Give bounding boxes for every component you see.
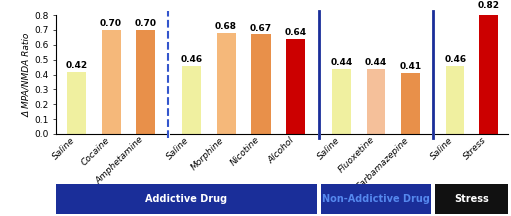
Bar <box>286 39 306 134</box>
Bar <box>332 69 351 134</box>
Bar <box>182 66 201 134</box>
Bar <box>251 34 270 134</box>
Bar <box>136 30 155 134</box>
Bar <box>446 66 464 134</box>
Text: 0.44: 0.44 <box>365 58 387 67</box>
Text: 0.70: 0.70 <box>100 19 122 28</box>
Text: Stress: Stress <box>454 194 489 204</box>
Bar <box>479 12 498 134</box>
Text: 0.46: 0.46 <box>180 55 202 64</box>
Text: 0.70: 0.70 <box>134 19 156 28</box>
Text: 0.44: 0.44 <box>331 58 353 67</box>
Text: 0.67: 0.67 <box>250 24 272 33</box>
Text: 0.41: 0.41 <box>399 62 422 71</box>
Bar <box>366 69 385 134</box>
Text: 0.68: 0.68 <box>215 22 237 31</box>
Bar <box>401 73 420 134</box>
Text: Addictive Drug: Addictive Drug <box>146 194 227 204</box>
Bar <box>217 33 236 134</box>
Bar <box>67 71 86 134</box>
Text: 0.46: 0.46 <box>444 55 467 64</box>
Bar <box>102 30 121 134</box>
Text: 0.82: 0.82 <box>477 1 499 10</box>
Y-axis label: Δ MPA/NMDA Ratio: Δ MPA/NMDA Ratio <box>22 32 31 117</box>
Text: Non-Addictive Drug: Non-Addictive Drug <box>322 194 430 204</box>
Text: 0.64: 0.64 <box>285 28 307 37</box>
Text: 0.42: 0.42 <box>66 61 88 70</box>
